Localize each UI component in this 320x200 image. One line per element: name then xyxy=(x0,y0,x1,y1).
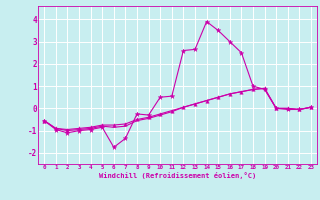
X-axis label: Windchill (Refroidissement éolien,°C): Windchill (Refroidissement éolien,°C) xyxy=(99,172,256,179)
